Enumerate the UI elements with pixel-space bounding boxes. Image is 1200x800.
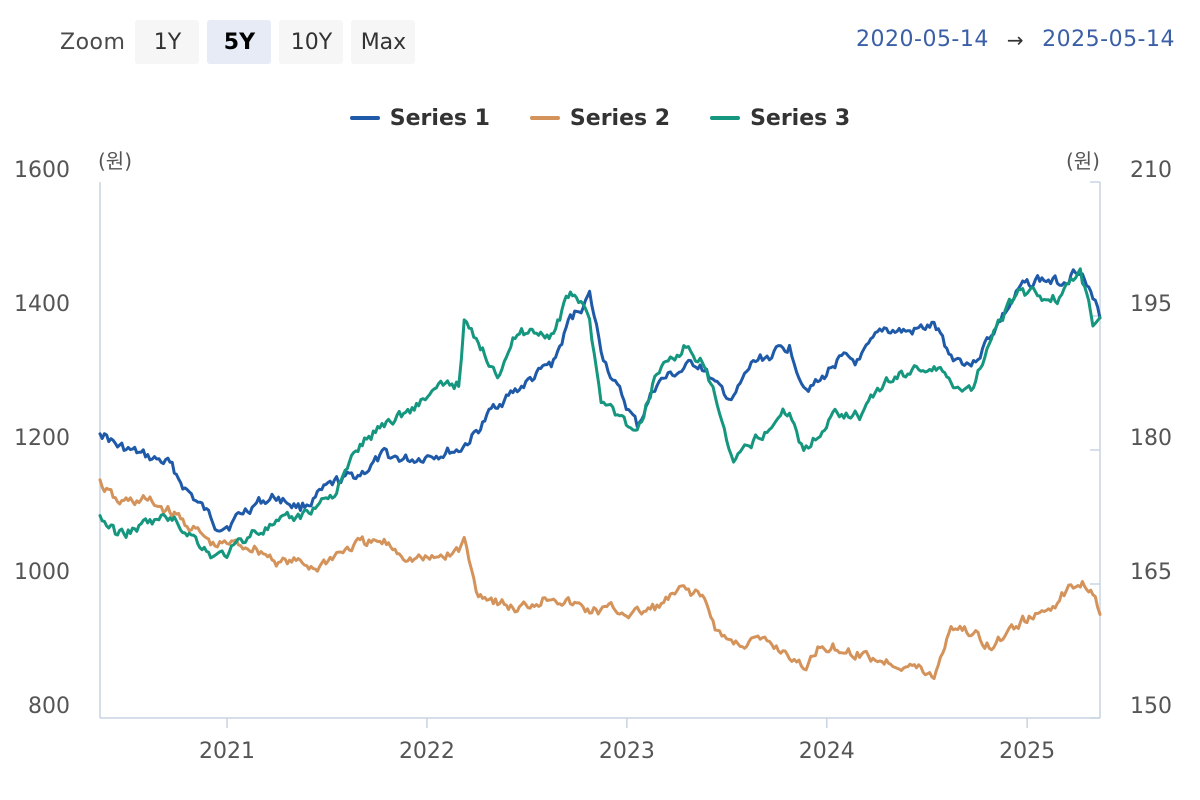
zoom-label: Zoom — [60, 29, 126, 55]
left-axis-unit-label: (원) — [98, 149, 132, 173]
zoom-10y-button[interactable]: 10Y — [279, 20, 344, 64]
legend-swatch-series-1 — [349, 116, 380, 120]
left-axis-tick-label: 1600 — [14, 158, 70, 183]
x-axis-tick-label: 2023 — [599, 739, 655, 764]
series-line-3 — [98, 267, 1102, 560]
left-axis-tick-label: 1000 — [14, 560, 70, 585]
legend-item-series-3[interactable]: Series 3 — [710, 106, 850, 131]
legend-item-series-2[interactable]: Series 2 — [529, 105, 671, 131]
left-axis-tick-label: 1200 — [14, 426, 70, 451]
legend-label-series-3: Series 3 — [750, 105, 851, 131]
legend-label-series-1: Series 1 — [389, 105, 490, 131]
legend-swatch-series-3 — [710, 116, 741, 120]
range-arrow: → — [1006, 27, 1025, 52]
zoom-max-button[interactable]: Max — [351, 20, 416, 64]
date-range: 2020-05-14 → 2025-05-14 — [856, 27, 1175, 52]
right-axis-tick-label: 150 — [1130, 694, 1172, 719]
legend-label-series-2: Series 2 — [569, 105, 671, 131]
right-axis-tick-label: 210 — [1130, 158, 1172, 183]
x-axis-tick-label: 2022 — [399, 739, 455, 764]
series-line-2 — [98, 478, 1102, 680]
zoom-toolbar: Zoom 1Y 5Y 10Y Max — [60, 20, 416, 64]
legend-item-series-1[interactable]: Series 1 — [349, 105, 490, 131]
zoom-5y-button[interactable]: 5Y — [207, 20, 272, 64]
legend-swatch-series-2 — [529, 116, 560, 120]
x-axis-tick-label: 2021 — [199, 739, 255, 764]
range-to-date[interactable]: 2025-05-14 — [1042, 27, 1175, 52]
range-from-date[interactable]: 2020-05-14 — [856, 27, 989, 52]
right-axis-tick-label: 195 — [1130, 292, 1172, 317]
chart-legend: Series 1 Series 2 Series 3 — [0, 103, 1200, 133]
zoom-1y-button[interactable]: 1Y — [135, 20, 200, 64]
x-axis-tick-label: 2024 — [799, 739, 855, 764]
left-axis-tick-label: 800 — [28, 694, 70, 719]
x-axis-tick-label: 2025 — [999, 739, 1055, 764]
series-line-1 — [98, 268, 1102, 533]
right-axis-unit-label: (원) — [1066, 149, 1100, 173]
right-axis-tick-label: 180 — [1130, 426, 1172, 451]
right-axis-tick-label: 165 — [1130, 560, 1172, 585]
left-axis-tick-label: 1400 — [14, 292, 70, 317]
